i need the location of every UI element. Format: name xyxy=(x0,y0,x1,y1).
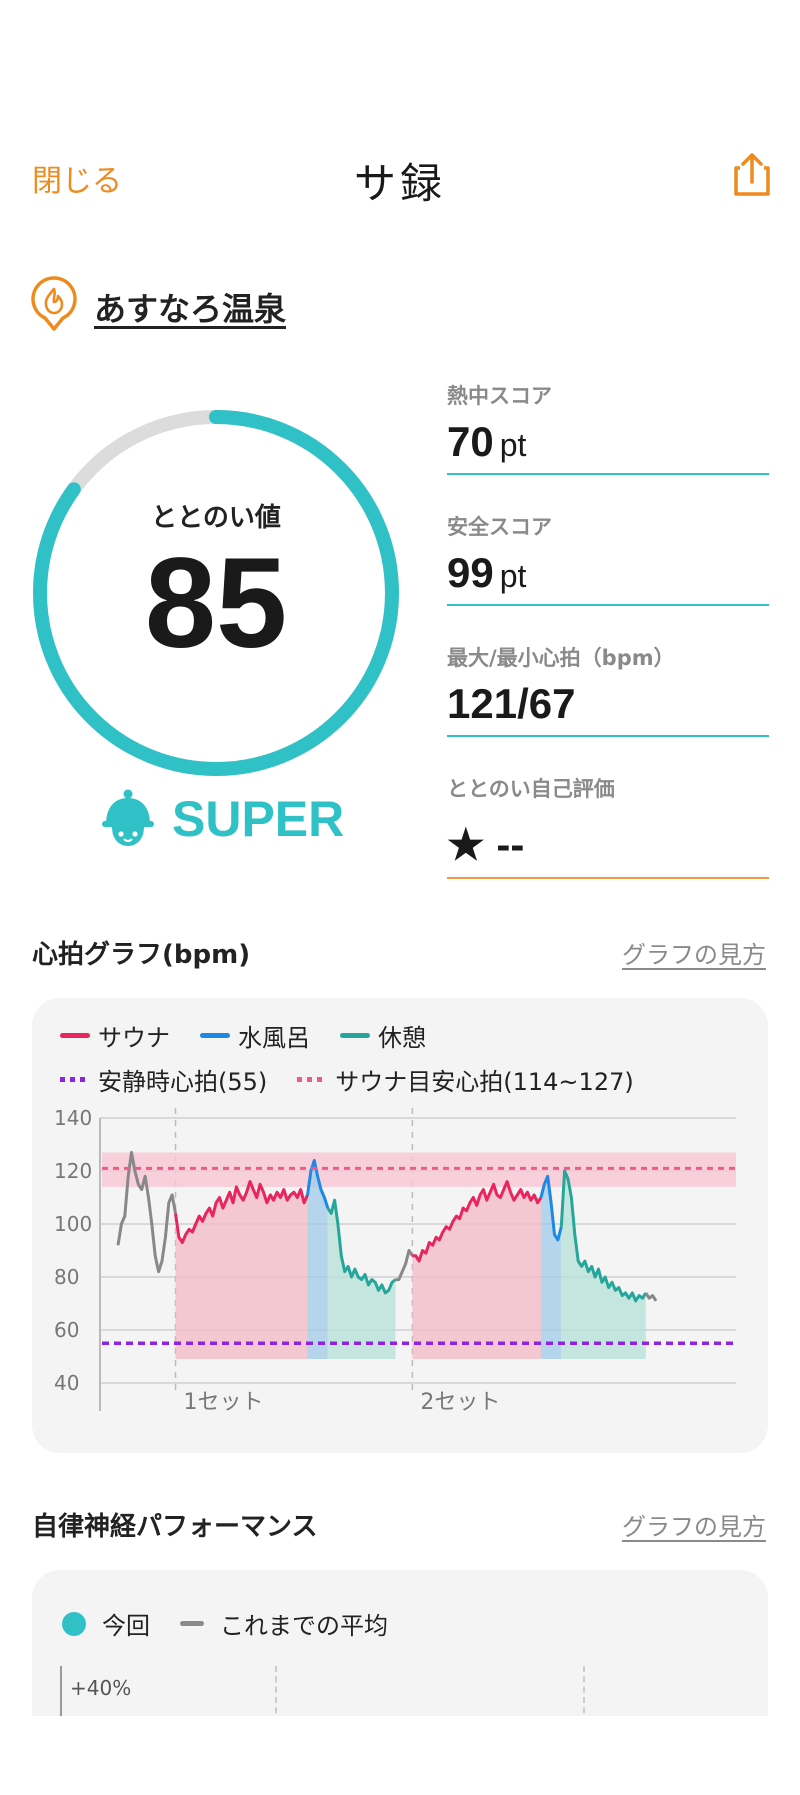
cold-area xyxy=(307,1160,328,1359)
star-icon: ★ xyxy=(447,821,485,868)
divider xyxy=(447,604,769,606)
cold-area xyxy=(540,1176,562,1359)
heart-rate-value: 121/67 xyxy=(447,680,576,727)
self-eval-label: ととのい自己評価 xyxy=(447,777,615,801)
self-eval-value[interactable]: ★ -- xyxy=(447,821,525,868)
autonomic-legend: 今回 これまでの平均 xyxy=(62,1606,388,1641)
y-tick-label: 100 xyxy=(54,1212,92,1236)
heart-graph-title: 心拍グラフ(bpm) xyxy=(32,940,251,970)
heat-score-value: 70 pt xyxy=(447,418,527,465)
heart-graph-help-link[interactable]: グラフの見方 xyxy=(622,941,766,969)
rest-line xyxy=(326,1198,397,1295)
sauna-hat-icon xyxy=(102,789,154,846)
sauna-pin-icon xyxy=(31,276,77,331)
safety-score-label: 安全スコア xyxy=(447,515,552,539)
legend-sauna: サウナ xyxy=(60,1018,170,1053)
gauge-value: 85 xyxy=(144,532,288,675)
facility-name-link[interactable]: あすなろ温泉 xyxy=(94,290,287,328)
legend-rest: 休憩 xyxy=(340,1018,426,1053)
legend-average: これまでの平均 xyxy=(180,1606,388,1641)
legend-current: 今回 xyxy=(62,1606,150,1641)
heat-score-label: 熱中スコア xyxy=(447,384,552,408)
heart-graph-legend: サウナ 水風呂 休憩 xyxy=(60,1018,426,1053)
legend-sauna-target: サウナ目安心拍(114~127) xyxy=(297,1062,634,1097)
set-label: 2セット xyxy=(420,1390,500,1415)
legend-resting-hr: 安静時心拍(55) xyxy=(60,1062,267,1097)
page-title: サ録 xyxy=(353,159,446,208)
y-tick-label: 60 xyxy=(54,1318,79,1342)
heart-rate-chart: 140 120 100 80 60 40 1セット 2セット xyxy=(54,1106,736,1415)
other-line xyxy=(116,1150,177,1274)
heart-rate-label: 最大/最小心拍（bpm） xyxy=(447,646,675,670)
safety-score-value: 99 pt xyxy=(447,549,527,596)
totonoi-gauge xyxy=(33,410,399,776)
set-label: 1セット xyxy=(184,1390,264,1415)
divider xyxy=(447,473,769,475)
gauge-progress-arc xyxy=(33,410,399,776)
autonomic-y-top-label: +40% xyxy=(70,1676,132,1700)
heart-graph-card: サウナ 水風呂 休憩 安静時心拍(55) サウナ目安心拍(114~127) xyxy=(32,998,768,1453)
bottom-mask xyxy=(0,1716,800,1795)
sauna-line xyxy=(412,1180,543,1263)
autonomic-title: 自律神経パフォーマンス xyxy=(32,1512,318,1542)
sauna-area xyxy=(175,1181,308,1359)
rank-label: SUPER xyxy=(172,791,345,847)
rest-area xyxy=(561,1171,646,1359)
y-tick-label: 140 xyxy=(54,1106,92,1130)
other-line xyxy=(644,1292,658,1302)
other-line xyxy=(395,1249,414,1282)
cold-line xyxy=(306,1158,330,1209)
sauna-area xyxy=(412,1181,541,1359)
y-tick-label: 80 xyxy=(54,1265,79,1289)
rest-line xyxy=(559,1169,648,1303)
heart-graph-legend-2: 安静時心拍(55) サウナ目安心拍(114~127) xyxy=(60,1062,634,1097)
autonomic-help-link[interactable]: グラフの見方 xyxy=(622,1513,766,1541)
close-button[interactable]: 閉じる xyxy=(32,164,122,199)
share-icon[interactable] xyxy=(734,152,770,196)
y-tick-label: 120 xyxy=(54,1159,92,1183)
divider xyxy=(447,877,769,879)
divider xyxy=(447,735,769,737)
gauge-label: ととのい値 xyxy=(151,503,281,533)
y-tick-label: 40 xyxy=(54,1371,79,1395)
legend-cold-bath: 水風呂 xyxy=(200,1018,310,1053)
sauna-line xyxy=(174,1180,309,1244)
cold-line xyxy=(539,1174,563,1242)
target-band xyxy=(102,1152,736,1187)
